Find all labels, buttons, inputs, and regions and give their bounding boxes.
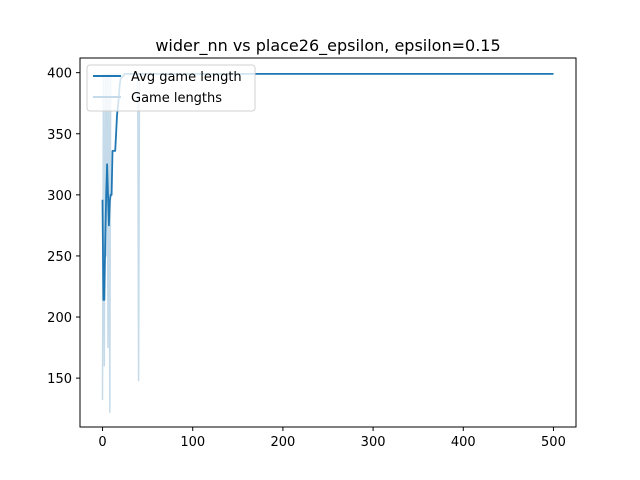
legend-box xyxy=(86,64,256,112)
y-tick-label: 250 xyxy=(47,250,72,265)
x-tick-label: 0 xyxy=(98,435,106,450)
x-tick-label: 100 xyxy=(180,435,205,450)
chart-title: wider_nn vs place26_epsilon, epsilon=0.1… xyxy=(155,36,500,56)
legend-game-lengths-label: Game lengths xyxy=(131,91,222,106)
y-tick-label: 200 xyxy=(47,311,72,326)
x-tick-label: 500 xyxy=(541,435,566,450)
y-tick-label: 150 xyxy=(47,372,72,387)
x-tick-label: 400 xyxy=(451,435,476,450)
y-tick-label: 400 xyxy=(47,67,72,82)
y-tick-label: 300 xyxy=(47,189,72,204)
legend-avg-label: Avg game length xyxy=(131,70,242,85)
game-lengths-line xyxy=(101,73,554,414)
legend: Avg game length Game lengths xyxy=(86,64,256,112)
x-tick-label: 200 xyxy=(270,435,295,450)
y-tick-label: 350 xyxy=(47,128,72,143)
plot-area xyxy=(79,57,577,428)
x-tick-label: 300 xyxy=(361,435,386,450)
